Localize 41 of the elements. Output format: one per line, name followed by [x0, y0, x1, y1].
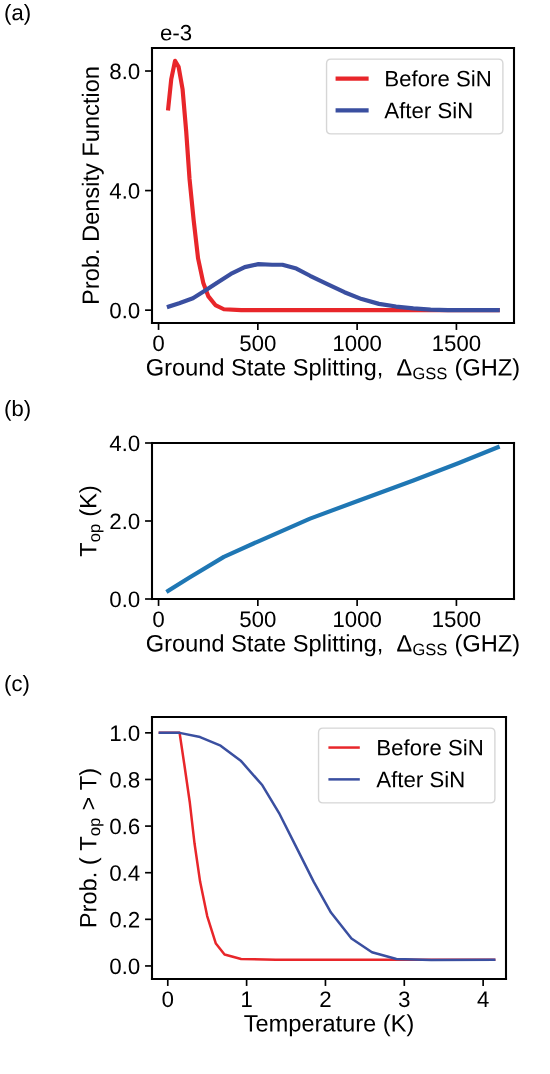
y-axis-title: T$_{op}$ (K) — [79, 486, 104, 557]
y-axis-title: Prob. ( T$_{op}$ > T) — [79, 769, 104, 927]
legend-label: After SiN — [376, 771, 464, 788]
y-tick-label: 4.0 — [109, 435, 140, 452]
text: (a) — [5, 4, 30, 25]
y-tick-label: 4.0 — [109, 183, 140, 199]
x-tick-label: 2 — [320, 991, 331, 1007]
line-series — [166, 445, 500, 593]
x-axis-title: Ground State Splitting, Δ$_{GSS}$ (GHZ) — [146, 358, 519, 381]
x-tick-label: 3 — [398, 991, 410, 1008]
legend-label: After SiN — [384, 102, 472, 119]
x-tick-label: 1000 — [334, 335, 381, 352]
x-tick-label: 1500 — [433, 335, 481, 352]
x-tick-label: 4 — [477, 991, 489, 1007]
text: e-3 — [160, 24, 192, 41]
y-tick-label: 0.8 — [110, 772, 140, 788]
y-tick-label: 0.2 — [110, 911, 140, 928]
x-tick-label: 1500 — [433, 611, 481, 628]
legend-label: Before SiN — [378, 739, 482, 756]
legend-label: Before SiN — [386, 70, 490, 87]
text: (b) — [5, 400, 30, 421]
x-tick-label: 1000 — [334, 611, 381, 628]
y-tick-label: 0.4 — [110, 865, 140, 881]
y-tick-label: 0.6 — [110, 818, 140, 835]
line-series — [166, 262, 500, 313]
y-tick-label: 0.0 — [110, 591, 140, 608]
y-tick-label: 2.0 — [110, 513, 140, 530]
y-axis-title: Prob. Density Function — [81, 67, 104, 303]
x-tick-label: 1 — [242, 991, 252, 1007]
y-tick-label: 8.0 — [110, 63, 140, 80]
x-tick-label: 500 — [240, 611, 276, 628]
y-tick-label: 1.0 — [111, 725, 140, 742]
x-axis-title: Ground State Splitting, Δ$_{GSS}$ (GHZ) — [146, 634, 519, 657]
text: (c) — [5, 675, 29, 696]
y-tick-label: 0.0 — [110, 302, 140, 319]
x-tick-label: 0 — [153, 611, 164, 628]
x-axis-title: Temperature (K) — [244, 1014, 413, 1037]
y-tick-label: 0.0 — [110, 958, 140, 975]
x-tick-label: 0 — [153, 335, 164, 352]
x-tick-label: 0 — [162, 991, 174, 1008]
x-tick-label: 500 — [240, 335, 276, 352]
